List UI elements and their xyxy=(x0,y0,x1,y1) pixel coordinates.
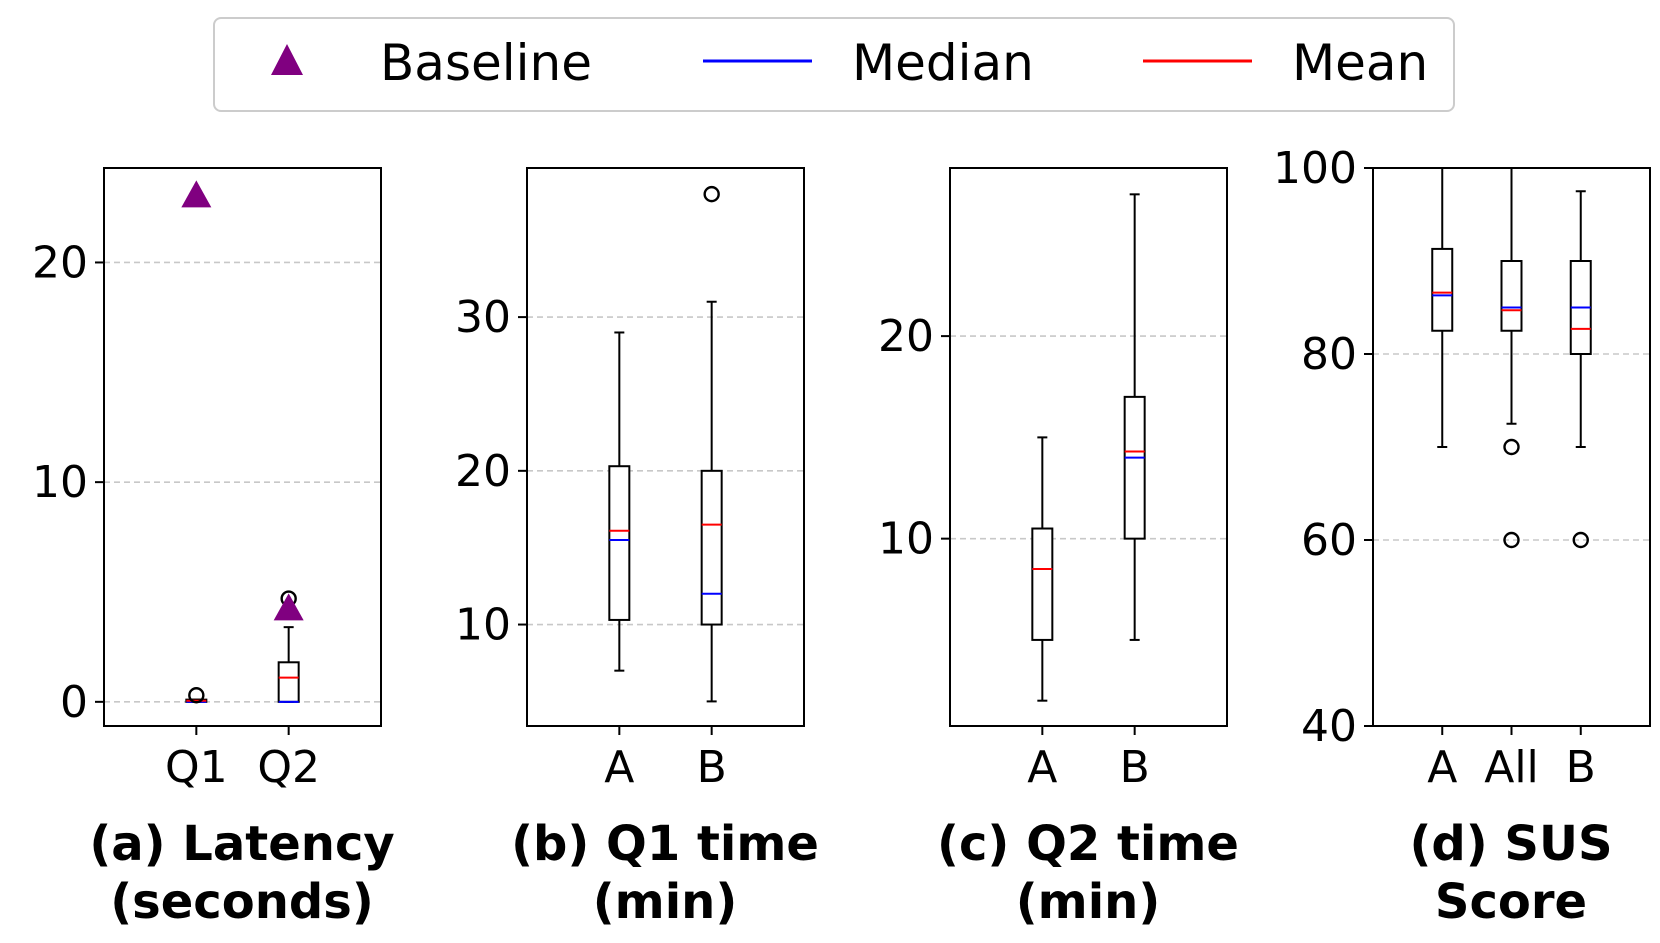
x-tick-label-q1: Q1 xyxy=(165,742,228,793)
box-a xyxy=(1031,436,1054,702)
legend-frame xyxy=(213,17,1455,112)
box-b-iqr xyxy=(700,469,723,626)
legend: Baseline Median Mean xyxy=(213,17,1455,112)
box-b-iqr xyxy=(1123,395,1146,540)
box-all-iqr xyxy=(1500,260,1523,332)
y-tick-label: 80 xyxy=(1301,329,1357,380)
caption-d-line1: (d) SUS xyxy=(1409,816,1612,872)
x-tick-label-q2: Q2 xyxy=(257,742,320,793)
x-tick-label-a: A xyxy=(604,742,634,793)
y-tick-label: 10 xyxy=(878,514,934,565)
legend-median-label: Median xyxy=(852,34,1034,92)
x-tick-label-b: B xyxy=(1120,742,1150,793)
box-q1 xyxy=(185,687,208,704)
box-q1-outlier xyxy=(188,687,205,704)
y-tick-label: 100 xyxy=(1273,143,1357,194)
subplot-sus-score: 40 60 80 100 A All B xyxy=(1273,143,1651,793)
x-tick-label-a: A xyxy=(1027,742,1057,793)
y-tick-label: 10 xyxy=(455,600,511,651)
box-q2 xyxy=(277,590,300,703)
box-a xyxy=(1431,167,1454,448)
y-tick-label: 40 xyxy=(1301,701,1357,752)
caption-c-line1: (c) Q2 time xyxy=(937,816,1239,872)
box-a-iqr xyxy=(608,465,631,621)
caption-b-line2: (min) xyxy=(593,874,738,930)
y-tick-label: 60 xyxy=(1301,515,1357,566)
box-all-outlier xyxy=(1503,438,1520,456)
box-b xyxy=(1569,190,1592,549)
plot-frame xyxy=(526,167,805,727)
caption-b-line1: (b) Q1 time xyxy=(511,816,819,872)
box-all-outlier xyxy=(1503,531,1520,549)
x-tick-label-a: A xyxy=(1427,742,1457,793)
box-a-iqr xyxy=(1431,247,1454,332)
box-all xyxy=(1500,167,1523,549)
subplot-q2-time: 10 20 A B xyxy=(878,167,1228,793)
x-tick-label-b: B xyxy=(1566,742,1596,793)
legend-mean-label: Mean xyxy=(1292,34,1428,92)
y-tick-label: 30 xyxy=(455,292,511,343)
box-b-outlier xyxy=(1572,531,1589,549)
box-b-outlier xyxy=(703,185,720,203)
baseline-marker-q2 xyxy=(273,593,304,621)
caption-a-line2: (seconds) xyxy=(110,874,374,930)
box-a xyxy=(608,331,631,672)
box-b xyxy=(1123,193,1146,641)
box-b xyxy=(700,185,723,703)
legend-baseline-label: Baseline xyxy=(380,34,592,92)
box-a-iqr xyxy=(1031,527,1054,641)
box-q2-iqr xyxy=(277,661,300,703)
legend-baseline-marker xyxy=(271,44,303,75)
y-tick-label: 20 xyxy=(32,237,88,288)
x-tick-label-b: B xyxy=(697,742,727,793)
plot-frame xyxy=(1372,167,1651,727)
subplot-latency: 0 10 20 Q1 Q2 xyxy=(32,167,382,793)
caption-c-line2: (min) xyxy=(1016,874,1161,930)
baseline-marker-q1 xyxy=(181,180,212,208)
caption-a-line1: (a) Latency xyxy=(89,816,394,872)
caption-d-line2: Score xyxy=(1435,874,1587,930)
x-tick-label-all: All xyxy=(1484,742,1539,793)
plot-frame xyxy=(103,167,382,727)
y-tick-label: 20 xyxy=(878,311,934,362)
subplot-q1-time: 10 20 30 A B xyxy=(455,167,805,793)
y-tick-label: 0 xyxy=(60,677,88,728)
plot-frame xyxy=(949,167,1228,727)
y-tick-label: 20 xyxy=(455,446,511,497)
y-tick-label: 10 xyxy=(32,457,88,508)
